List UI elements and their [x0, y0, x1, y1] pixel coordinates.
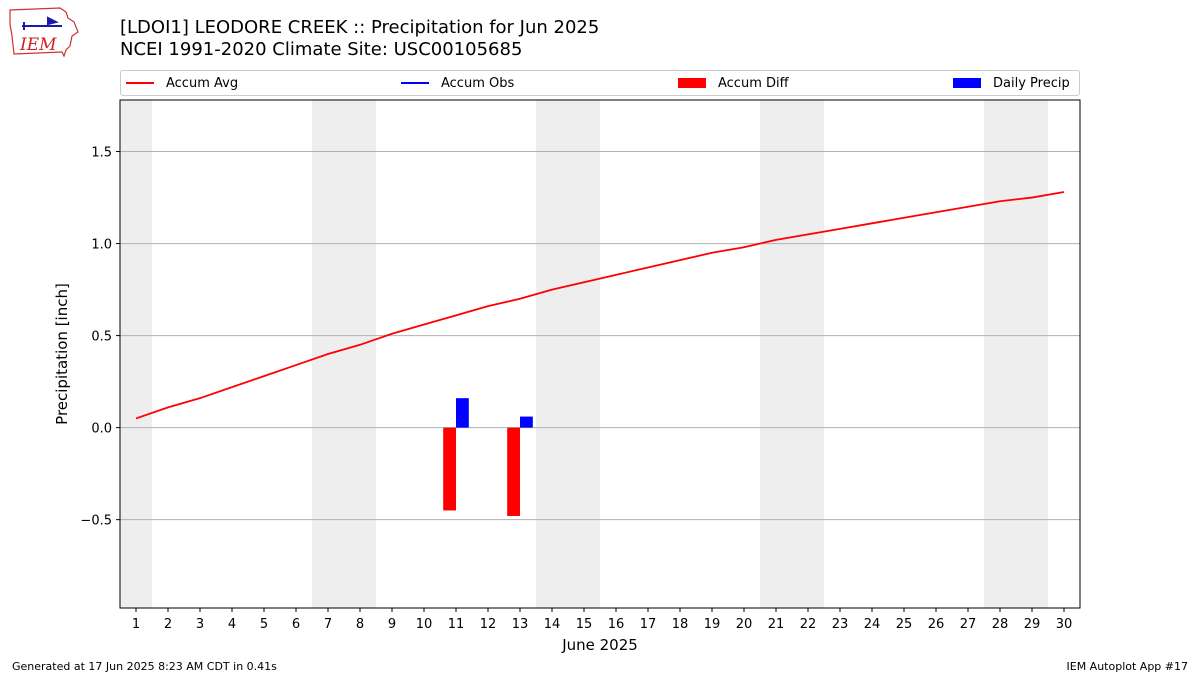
- weekend-shade-1: [120, 100, 152, 608]
- x-tick-label: 24: [864, 617, 881, 632]
- x-tick-label: 30: [1056, 617, 1073, 632]
- bars-group: [443, 398, 533, 516]
- weekend-shading-group: [120, 100, 1048, 608]
- bar-accum-diff-day-13: [507, 427, 520, 516]
- chart-title: [LDOI1] LEODORE CREEK :: Precipitation f…: [120, 17, 600, 38]
- gridlines-group: [120, 151, 1080, 521]
- weekend-shade-5: [984, 100, 1048, 608]
- legend-swatch-accum-diff: [678, 78, 706, 88]
- x-tick-label: 10: [416, 617, 433, 632]
- iem-logo: IEM: [9, 7, 79, 58]
- legend-swatch-accum-avg: [126, 82, 154, 84]
- iowa-state-outline: [9, 7, 79, 58]
- x-tick-label: 13: [512, 617, 529, 632]
- legend-item-daily-precip: Daily Precip: [953, 71, 1070, 95]
- x-tick-label: 14: [544, 617, 561, 632]
- x-tick-label: 25: [896, 617, 913, 632]
- legend-label-accum-obs: Accum Obs: [441, 75, 515, 91]
- x-tick-label: 7: [324, 617, 332, 632]
- legend-item-accum-avg: Accum Avg: [126, 71, 238, 95]
- line-accum-avg: [135, 191, 1065, 420]
- bar-daily-precip-day-13: [520, 416, 533, 428]
- x-tick-label: 3: [196, 617, 204, 632]
- weekend-shade-3: [536, 100, 600, 608]
- legend-label-accum-avg: Accum Avg: [166, 75, 239, 91]
- y-tick-label: −0.5: [80, 514, 112, 529]
- x-tick-label: 20: [736, 617, 753, 632]
- x-tick-label: 6: [292, 617, 300, 632]
- x-tick-label: 22: [800, 617, 817, 632]
- logo-text: IEM: [19, 35, 57, 55]
- x-tick-label: 26: [928, 617, 945, 632]
- plot-frame: [119, 99, 1081, 609]
- x-tick-label: 8: [356, 617, 364, 632]
- x-tick-label: 19: [704, 617, 721, 632]
- x-tick-label: 16: [608, 617, 625, 632]
- legend-swatch-daily-precip: [953, 78, 981, 88]
- legend-item-accum-diff: Accum Diff: [678, 71, 789, 95]
- y-tick-label: 1.5: [91, 146, 112, 161]
- x-tick-label: 18: [672, 617, 689, 632]
- footer-generated-text: Generated at 17 Jun 2025 8:23 AM CDT in …: [12, 660, 277, 673]
- bar-accum-diff-day-11: [443, 427, 456, 511]
- y-tick-label: 0.5: [91, 330, 112, 345]
- x-tick-label: 12: [480, 617, 497, 632]
- x-tick-label: 29: [1024, 617, 1041, 632]
- x-tick-label: 21: [768, 617, 785, 632]
- chart-subtitle: NCEI 1991-2020 Climate Site: USC00105685: [120, 39, 523, 60]
- x-tick-label: 9: [388, 617, 396, 632]
- footer-app-text: IEM Autoplot App #17: [1066, 660, 1189, 673]
- x-axis-label: June 2025: [561, 636, 638, 654]
- axes-group: −0.50.00.51.01.51 2 3 4 5 6 7 8 9 10 11 12 13 14 15 16 1…: [80, 146, 1072, 632]
- y-tick-label: 0.0: [91, 422, 112, 437]
- legend-item-accum-obs: Accum Obs: [401, 71, 514, 95]
- y-axis-label: Precipitation [inch]: [53, 283, 71, 425]
- x-tick-label: 28: [992, 617, 1009, 632]
- x-tick-label: 17: [640, 617, 657, 632]
- x-tick-label: 5: [260, 617, 268, 632]
- chart-legend: Accum Avg Accum Obs Accum Diff Daily Pre…: [120, 70, 1080, 96]
- x-tick-label: 2: [164, 617, 172, 632]
- x-tick-label: 27: [960, 617, 977, 632]
- weekend-shade-2: [312, 100, 376, 608]
- weekend-shade-4: [760, 100, 824, 608]
- weather-station-icon: [22, 16, 62, 30]
- bar-daily-precip-day-11: [456, 398, 469, 428]
- x-tick-label: 23: [832, 617, 849, 632]
- y-tick-label: 1.0: [91, 238, 112, 253]
- x-tick-label: 1: [132, 617, 140, 632]
- x-tick-label: 15: [576, 617, 593, 632]
- legend-label-daily-precip: Daily Precip: [993, 75, 1070, 91]
- legend-label-accum-diff: Accum Diff: [718, 75, 789, 91]
- x-tick-label: 11: [448, 617, 465, 632]
- x-tick-label: 4: [228, 617, 236, 632]
- lines-group: [135, 191, 1065, 420]
- legend-swatch-accum-obs: [401, 82, 429, 84]
